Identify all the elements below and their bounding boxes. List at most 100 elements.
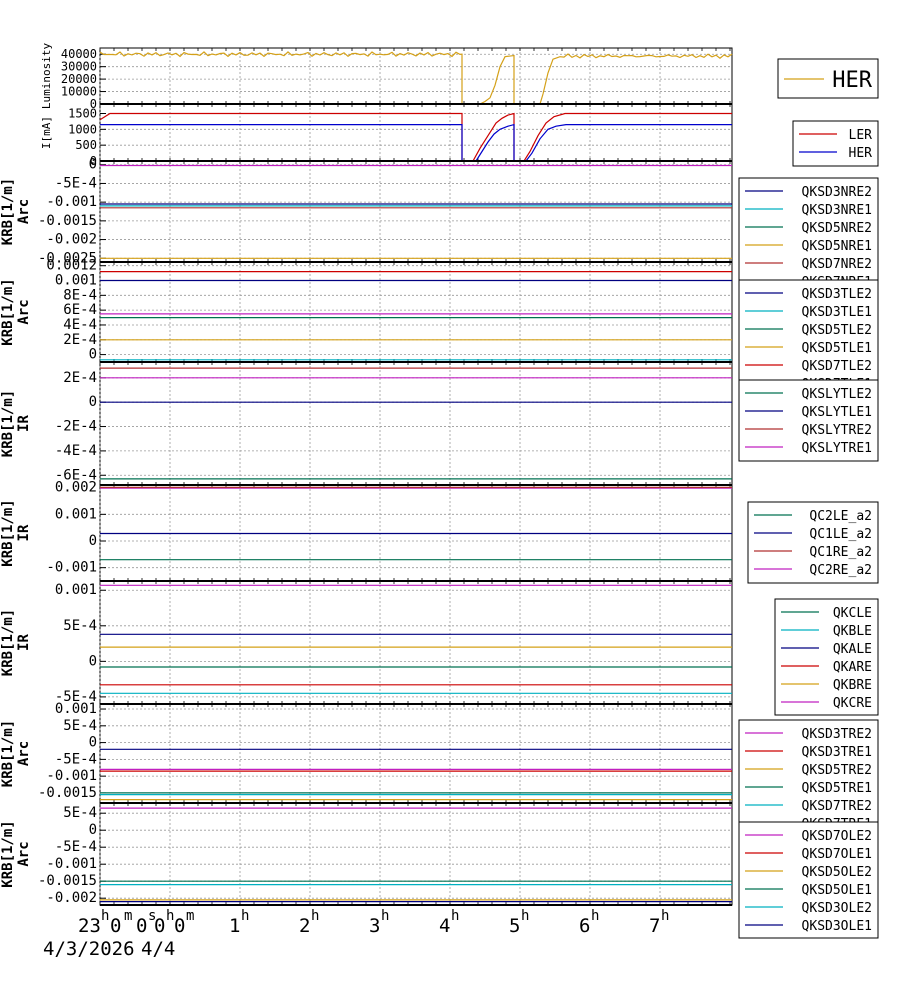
legend-label: QKSD5TRE2 [802, 763, 872, 778]
legend-label: QKSD3TLE1 [802, 305, 872, 320]
y-tick-label: 0.001 [55, 701, 97, 717]
x-tick-label: 2 [299, 915, 310, 937]
x-tick-label: h [101, 908, 109, 924]
legend-label: QKSD7OLE1 [802, 847, 872, 862]
x-tick-label: 3 [369, 915, 380, 937]
y-tick-label: -5E-4 [55, 689, 97, 705]
y-tick-label: 0 [89, 735, 97, 751]
x-tick-label: 7 [649, 915, 660, 937]
y-tick-label: -0.002 [46, 232, 97, 248]
legend-label: QKSD5TRE1 [802, 781, 872, 796]
y-tick-label: 0 [89, 347, 97, 363]
legend-label: QKSD3OLE1 [802, 919, 872, 934]
legend-label: QC1LE_a2 [809, 527, 872, 542]
legend-label: QKSD3NRE1 [802, 203, 872, 218]
y-tick-label: 20000 [61, 72, 97, 86]
legend-label: QKSLYTRE2 [802, 423, 872, 438]
panel-ir3: 0.001 5E-4 0 -5E-4 KRB[1/m] IR QKCLE QKBLE QKALE… [0, 580, 879, 716]
y-axis-label: KRB[1/m] [0, 390, 16, 457]
y-tick-label: -0.0015 [38, 785, 97, 801]
y-axis-label: KRB[1/m] [0, 178, 16, 245]
legend-label: QKARE [833, 660, 872, 675]
y-tick-label: 4E-4 [63, 317, 97, 333]
legend-label: QKALE [833, 642, 872, 657]
y-tick-label: 8E-4 [63, 287, 97, 303]
legend-label: QKSD5NRE2 [802, 221, 872, 236]
legend-label: QKSD7TLE2 [802, 359, 872, 374]
y-axis-label: KRB[1/m] [0, 720, 16, 787]
y-tick-label: -0.0015 [38, 873, 97, 889]
y-axis-label: KRB[1/m] [0, 609, 16, 676]
legend-label: QKSD3NRE2 [802, 185, 872, 200]
x-tick-label: 0 [136, 915, 147, 937]
legend-label: QKSD5TLE1 [802, 341, 872, 356]
panel-ir2: 0.002 0.001 0 -0.001 KRB[1/m] IR QC2LE_a2 QC1LE… [0, 480, 879, 584]
x-tick-label: h [521, 908, 529, 924]
y-tick-label: -0.0025 [38, 250, 97, 266]
x-tick-label: h [661, 908, 669, 924]
legend-label: QKSLYTLE2 [802, 387, 872, 402]
legend-label: QKSD7OLE2 [802, 829, 872, 844]
legend-label: HER [849, 146, 873, 161]
y-axis-label: Arc [16, 741, 32, 766]
x-tick-label: s [148, 908, 156, 924]
y-axis-label: KRB[1/m] [0, 820, 16, 887]
x-tick-label: 4 [439, 915, 450, 937]
date-label: 4/3/2026 [43, 938, 135, 960]
legend-label: QC2LE_a2 [809, 509, 872, 524]
y-tick-label: 0.001 [55, 506, 97, 522]
legend-box [738, 719, 879, 837]
x-tick-label: h [451, 908, 459, 924]
x-tick-label: 1 [229, 915, 240, 937]
x-tick-label: m [186, 908, 194, 924]
x-tick-label: h [166, 908, 174, 924]
legend: QC2LE_a2 QC1LE_a2 QC1RE_a2 QC2RE_a2 [747, 501, 879, 584]
y-tick-label: 5E-4 [63, 805, 97, 821]
x-tick-label: h [381, 908, 389, 924]
y-axis-label: Luminosity [40, 43, 53, 110]
legend-label: QKSD3TRE1 [802, 745, 872, 760]
legend-label: QKSD5OLE2 [802, 865, 872, 880]
legend: QKSD3TRE2 QKSD3TRE1 QKSD5TRE2 QKSD5TRE1 QKSD… [738, 719, 879, 837]
legend: QKSD7OLE2 QKSD7OLE1 QKSD5OLE2 QKSD5OLE1 QKSD… [738, 821, 879, 939]
legend-label: QC2RE_a2 [809, 563, 872, 578]
y-tick-label: 0 [90, 154, 97, 168]
y-axis-label: KRB[1/m] [0, 278, 16, 345]
legend-box [738, 177, 879, 295]
legend: QKSD3NRE2 QKSD3NRE1 QKSD5NRE2 QKSD5NRE1 QKSD… [738, 177, 879, 295]
y-tick-label: -6E-4 [55, 467, 97, 483]
y-tick-label: 0 [89, 394, 97, 410]
x-tick-label: 0 [174, 915, 185, 937]
legend-label: QKSD3TRE2 [802, 727, 872, 742]
y-tick-label: -2E-4 [55, 419, 97, 435]
date-label: 4/4 [141, 938, 175, 960]
y-tick-label: 2E-4 [63, 370, 97, 386]
legend-label: QKSD7TRE2 [802, 799, 872, 814]
y-tick-label: -0.001 [46, 194, 97, 210]
x-tick-label: 6 [579, 915, 590, 937]
panel-frame [99, 580, 733, 705]
y-tick-label: 1000 [68, 122, 97, 136]
legend: LER HER [792, 120, 879, 167]
y-tick-label: 0 [90, 97, 97, 111]
legend-label: QKSD5OLE1 [802, 883, 872, 898]
y-tick-label: 0.001 [55, 582, 97, 598]
legend-label: QKSLYTRE1 [802, 441, 872, 456]
legend: QKSD3TLE2 QKSD3TLE1 QKSD5TLE2 QKSD5TLE1 QKSD… [738, 279, 879, 397]
legend-label: QKSD3OLE2 [802, 901, 872, 916]
x-axis: 23 h 0 m 0 s0 h 0 m 1 h 2 h 3 h 4 h 5 h 6 h 7 h4/3/2026 4/4 [43, 908, 669, 960]
panel-frame [99, 261, 733, 363]
legend-label: QKCLE [833, 606, 872, 621]
y-tick-label: -0.001 [46, 856, 97, 872]
y-axis-label: KRB[1/m] [0, 499, 16, 566]
legend-label: QKSD7NRE2 [802, 257, 872, 272]
y-tick-label: 40000 [61, 47, 97, 61]
legend-box [774, 598, 879, 716]
legend-box [738, 279, 879, 397]
legend-label: QKSD5NRE1 [802, 239, 872, 254]
x-tick-label: h [241, 908, 249, 924]
legend: HER [777, 58, 879, 99]
